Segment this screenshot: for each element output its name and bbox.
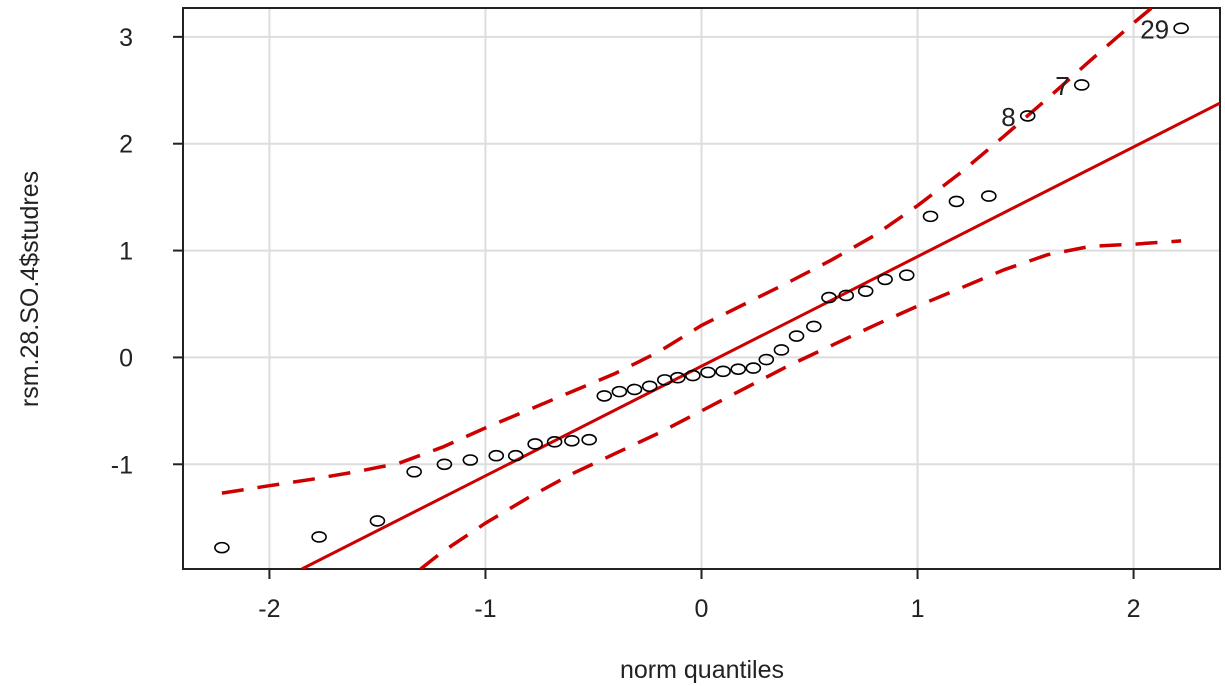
data-point	[685, 369, 701, 382]
point-label: 29	[1140, 14, 1169, 44]
point-label: 8	[1001, 102, 1015, 132]
x-tick-label: 0	[695, 595, 709, 623]
data-point	[564, 434, 580, 447]
envelope-lower-line	[419, 239, 1182, 569]
data-point	[669, 371, 686, 384]
y-tick-label: 3	[119, 24, 133, 52]
x-tick-label: -2	[258, 595, 280, 623]
data-point	[406, 465, 422, 478]
data-point	[821, 291, 837, 304]
data-point	[1173, 22, 1189, 35]
x-tick-label: 1	[911, 595, 925, 623]
data-point	[948, 195, 965, 208]
data-point	[488, 449, 505, 462]
y-tick-label: 2	[119, 131, 133, 159]
data-point	[527, 438, 543, 450]
y-axis-title: rsm.28.SO.4$studres	[16, 171, 44, 407]
data-point	[715, 365, 731, 378]
data-point	[626, 383, 643, 396]
x-tick-label: -1	[474, 595, 496, 623]
data-points	[214, 22, 1189, 554]
data-point	[507, 449, 524, 462]
reference-line	[301, 101, 1220, 569]
y-tick-label: 0	[119, 344, 133, 372]
envelope-upper-line	[221, 8, 1155, 495]
data-point	[773, 344, 790, 356]
x-axis-title: norm quantiles	[620, 656, 784, 684]
data-point	[214, 541, 230, 554]
x-tick-label: 2	[1127, 595, 1141, 623]
data-point	[700, 366, 716, 379]
y-tick-label: 1	[119, 238, 133, 266]
data-point	[745, 362, 762, 374]
data-point	[922, 210, 939, 223]
x-axis: -2 -1 0 1 2	[258, 569, 1141, 623]
data-point	[730, 363, 747, 375]
data-point	[641, 380, 658, 393]
data-point	[857, 285, 874, 297]
point-labels: 8 7 29	[1001, 14, 1169, 132]
grid-lines	[183, 8, 1220, 569]
data-point	[806, 320, 822, 333]
y-tick-label: -1	[111, 451, 133, 479]
point-label: 7	[1055, 71, 1069, 101]
data-point	[311, 531, 327, 543]
data-point	[758, 353, 775, 366]
reference-line-path	[301, 101, 1220, 569]
data-point	[898, 269, 915, 281]
data-point	[1019, 110, 1036, 122]
data-point	[838, 289, 855, 302]
y-axis: -1 0 1 2 3	[111, 24, 183, 479]
data-point	[596, 390, 613, 402]
data-point	[877, 273, 893, 286]
data-point	[981, 190, 997, 202]
data-point	[546, 436, 563, 448]
data-point	[611, 385, 628, 398]
data-point	[369, 515, 386, 527]
data-point	[788, 330, 805, 342]
data-point	[581, 433, 597, 446]
data-point	[436, 458, 453, 471]
data-point	[462, 454, 479, 466]
data-point	[1073, 79, 1090, 91]
confidence-envelope	[221, 8, 1182, 569]
